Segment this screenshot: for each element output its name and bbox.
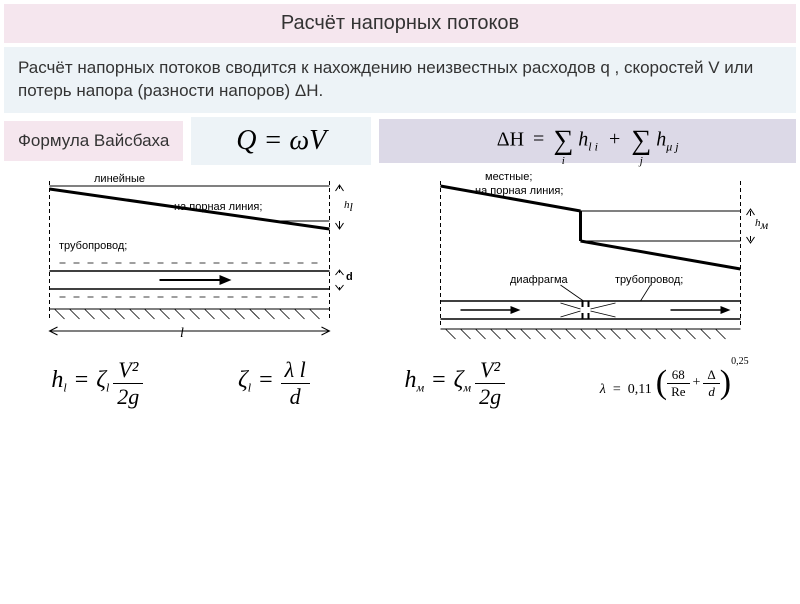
label-pipe-left: трубопровод; [59,240,127,252]
sum2-term: h [656,128,666,150]
lam-t1-den: Re [667,384,689,400]
formula-row: Формула Вайсбаха Q = ωV ΔH = ∑i hl i + ∑… [4,117,796,165]
zl-den: d [281,384,310,410]
hl-lhs-sub: l [63,380,66,394]
lam-plus: + [693,375,701,391]
diagram-left: линейные на порная линия; трубопровод; h… [4,171,395,351]
sum1-sub: l i [588,139,598,153]
lam-exp: 0,25 [731,356,749,367]
diagram-left-svg [4,171,395,351]
label-pipe-right: трубопровод; [615,274,683,286]
hm-lhs-sub: м [416,380,424,394]
lam-coeff: 0,11 [628,382,652,397]
hm-sub: м [761,218,769,232]
hm-den: 2g [475,384,505,410]
sum2-index: j [640,155,643,167]
diagram-right: местные; на порная линия; hм диафрагма т… [405,171,796,351]
sum1-term: h [578,128,588,150]
formula-label: Формула Вайсбаха [4,121,183,161]
hm-frac: V² 2g [475,357,505,410]
description-text: Расчёт напорных потоков сводится к нахож… [4,47,796,113]
diagrams-row: линейные на порная линия; трубопровод; h… [4,171,796,351]
dh-eq: = [533,128,544,150]
hl-num: V² [113,357,143,384]
label-linear: линейные [94,173,145,185]
hl-sub: l [350,200,353,214]
zl-formula: ζl = λ l d [238,357,310,410]
sum2-sub: μ j [666,139,678,153]
lam-t1-num: 68 [667,367,689,384]
lam-frac1: 68 Re [667,367,689,400]
label-local: местные; [485,171,532,183]
hl-formula: hl = ζl V² 2g [51,357,143,410]
hm-zeta-sub: м [463,380,471,394]
lambda-formula: λ = 0,11 ( 68 Re + Δ d ) 0,25 [600,364,749,402]
sum2-icon: ∑j [631,125,651,157]
zl-frac: λ l d [281,357,310,410]
label-line-right: на порная линия; [475,185,563,197]
sum1-index: i [562,155,565,167]
lam-t2-num: Δ [703,367,719,384]
lam-parens: ( 68 Re + Δ d ) [656,364,731,402]
dh-plus: + [609,128,620,150]
hl-zeta: ζ [96,367,106,393]
hm-eq: = [432,367,446,393]
label-hm: hм [755,217,768,233]
label-length: l [180,326,184,342]
hl-frac: V² 2g [113,357,143,410]
sum1-icon: ∑i [553,125,573,157]
hm-formula: hм = ζм V² 2g [404,357,505,410]
label-line-left: на порная линия; [174,201,262,213]
bottom-formula-row: hl = ζl V² 2g ζl = λ l d hм = ζм V² 2g λ… [4,357,796,410]
label-hl: hl [344,199,353,215]
hm-lhs: h [404,367,416,393]
hl-den: 2g [113,384,143,410]
dh-formula: ΔH = ∑i hl i + ∑j hμ j [379,119,796,163]
lam-t2-den: d [703,384,719,400]
zl-lhs-sub: l [248,380,251,394]
lam-lhs: λ [600,382,606,397]
hm-zeta: ζ [454,367,464,393]
dh-lhs: ΔH [497,128,524,150]
diagram-right-svg [405,171,796,351]
zl-lhs: ζ [238,367,248,393]
hl-zeta-sub: l [106,380,109,394]
lam-frac2: Δ d [703,367,719,400]
zl-num: λ l [281,357,310,384]
label-d: d [346,271,353,283]
q-formula: Q = ωV [191,117,371,165]
page-title: Расчёт напорных потоков [4,4,796,43]
lam-eq: = [613,382,621,397]
hl-lhs: h [51,367,63,393]
hm-num: V² [475,357,505,384]
zl-eq: = [259,367,273,393]
hl-eq: = [75,367,89,393]
label-diaph: диафрагма [510,274,568,286]
